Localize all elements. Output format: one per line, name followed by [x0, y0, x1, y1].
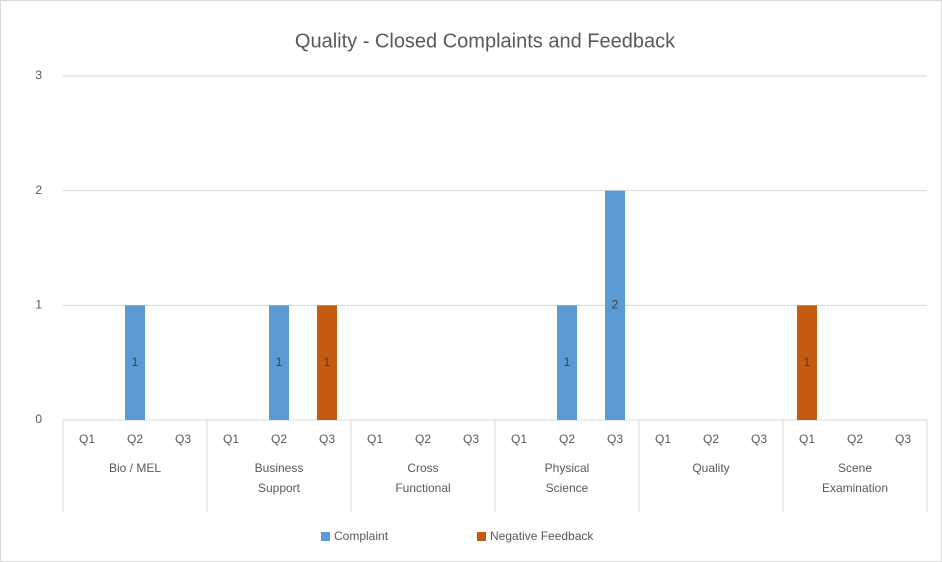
bar	[557, 305, 577, 420]
legend-swatch	[477, 532, 486, 541]
group-label: Cross Functional	[395, 461, 451, 495]
x-tick-label: Q1	[79, 432, 95, 446]
x-tick-label: Q2	[415, 432, 431, 446]
x-tick-label: Q1	[799, 432, 815, 446]
group-label: Physical Science	[544, 461, 590, 495]
data-label: 1	[324, 355, 331, 369]
data-label: 2	[612, 298, 619, 312]
x-tick-label: Q1	[367, 432, 383, 446]
x-tick-label: Q3	[751, 432, 767, 446]
x-tick-label: Q2	[271, 432, 287, 446]
y-tick-label: 3	[35, 68, 42, 82]
chart-title: Quality - Closed Complaints and Feedback	[295, 30, 676, 52]
group-label: Business Support	[254, 461, 304, 495]
x-tick-label: Q2	[703, 432, 719, 446]
x-tick-label: Q1	[655, 432, 671, 446]
y-tick-label: 1	[35, 298, 42, 312]
bar	[797, 305, 817, 420]
x-tick-label: Q3	[607, 432, 623, 446]
x-tick-label: Q3	[175, 432, 191, 446]
legend-label: Complaint	[334, 529, 389, 543]
data-label: 1	[804, 355, 811, 369]
group-label: Scene Examination	[821, 461, 889, 495]
data-label: 1	[564, 355, 571, 369]
x-tick-label: Q2	[559, 432, 575, 446]
x-tick-label: Q3	[463, 432, 479, 446]
y-tick-label: 2	[35, 183, 42, 197]
x-tick-label: Q3	[319, 432, 335, 446]
data-label: 1	[276, 355, 283, 369]
bar	[125, 305, 145, 420]
x-tick-label: Q1	[511, 432, 527, 446]
x-tick-label: Q2	[847, 432, 863, 446]
legend-swatch	[321, 532, 330, 541]
x-tick-label: Q1	[223, 432, 239, 446]
legend-label: Negative Feedback	[490, 529, 594, 543]
data-label: 1	[132, 355, 139, 369]
bar	[605, 190, 625, 420]
group-label: Quality	[692, 461, 730, 475]
group-label: Bio / MEL	[108, 461, 162, 475]
x-tick-label: Q2	[127, 432, 143, 446]
y-tick-label: 0	[35, 412, 42, 426]
bar	[269, 305, 289, 420]
x-tick-label: Q3	[895, 432, 911, 446]
bar	[317, 305, 337, 420]
